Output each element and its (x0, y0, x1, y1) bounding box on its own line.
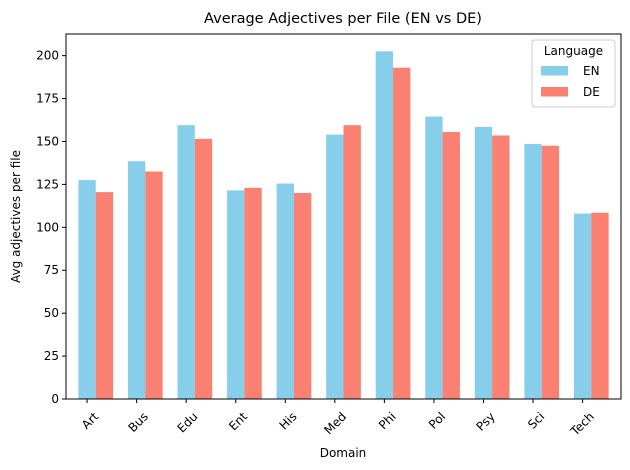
legend-label-de: DE (583, 85, 600, 99)
x-axis-label: Domain (320, 446, 367, 460)
bar-de-ent (244, 187, 262, 399)
y-tick-label: 175 (36, 92, 59, 106)
legend-title: Language (544, 44, 603, 58)
bar-de-sci (541, 145, 560, 399)
x-tick-label: Edu (174, 409, 200, 435)
x-tick-label: Pol (426, 409, 448, 431)
bar-de-bus (145, 171, 163, 399)
legend-entries: EN DE (541, 64, 600, 99)
x-tick-label: Psy (474, 409, 498, 433)
bar-de-edu (194, 138, 213, 399)
y-tick-label: 0 (51, 392, 59, 406)
bar-de-phi (393, 67, 411, 400)
bar-en-pol (425, 116, 443, 399)
bar-en-bus (127, 161, 146, 399)
bar-en-his (276, 183, 294, 399)
y-tick-label: 75 (44, 263, 59, 277)
x-tick-label: Bus (125, 409, 151, 435)
bar-en-art (78, 180, 96, 399)
x-tick-label: His (277, 409, 300, 432)
bar-de-tech (591, 212, 609, 399)
x-tick-label: Phi (376, 409, 399, 432)
bar-de-pol (442, 132, 460, 399)
bar-en-ent (227, 190, 245, 399)
bar-en-sci (524, 144, 542, 399)
bars-group (78, 51, 609, 400)
bar-en-tech (573, 213, 592, 399)
x-tick-label: Med (321, 409, 349, 437)
y-tick-label: 50 (44, 306, 59, 320)
bar-en-med (326, 134, 344, 400)
bar-de-med (343, 125, 361, 399)
bar-de-his (293, 192, 312, 399)
x-tick-label: Tech (567, 409, 597, 439)
x-axis-ticks: Art Bus Edu Ent His Med Phi Pol Psy Sci Tech (79, 399, 597, 439)
bar-en-edu (177, 125, 195, 399)
bar-de-art (95, 192, 114, 399)
bar-de-psy (492, 135, 510, 399)
y-tick-label: 100 (36, 220, 59, 234)
legend-swatch-en (541, 66, 568, 76)
legend-label-en: EN (583, 64, 600, 78)
x-tick-label: Ent (226, 409, 250, 433)
y-axis-ticks: 0 25 50 75 100 125 150 175 200 (36, 49, 66, 406)
y-axis-label: Avg adjectives per file (9, 150, 23, 283)
legend-swatch-de (541, 87, 568, 97)
chart-title: Average Adjectives per File (EN vs DE) (204, 11, 482, 27)
y-tick-label: 200 (36, 49, 59, 63)
x-tick-label: Sci (525, 409, 547, 431)
y-tick-label: 125 (36, 177, 59, 191)
legend: Language EN DE (531, 39, 616, 108)
y-tick-label: 25 (44, 349, 59, 363)
bar-en-phi (375, 51, 394, 400)
x-tick-label: Art (79, 409, 102, 432)
plot-frame (65, 33, 622, 400)
bar-en-psy (474, 126, 493, 399)
y-tick-label: 150 (36, 134, 59, 148)
